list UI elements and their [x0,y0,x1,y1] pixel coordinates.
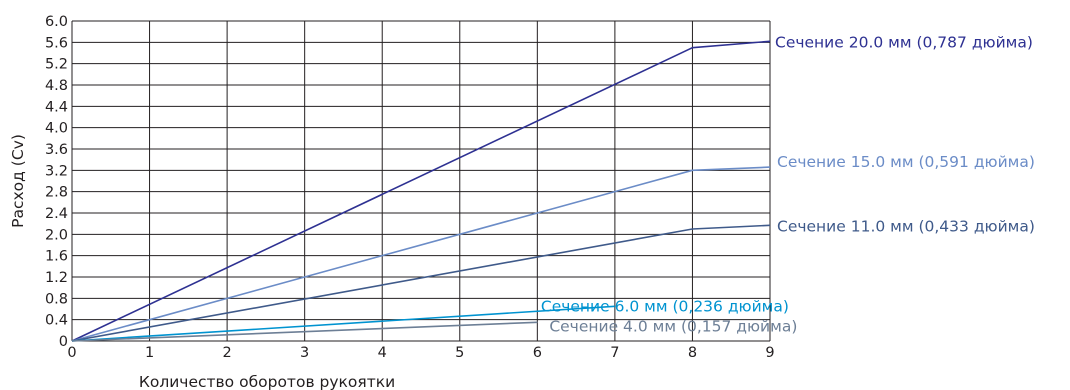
y-tick-label: 1.2 [45,270,68,286]
y-tick-label: 0 [59,334,68,350]
series-labels: Сечение 20.0 мм (0,787 дюйма) Сечение 15.… [541,33,1035,335]
series-label: Сечение 4.0 мм (0,157 дюйма) [549,317,797,335]
x-tick-label: 4 [378,345,387,361]
y-tick-label: 5.6 [45,35,68,51]
x-tick-label: 8 [688,345,697,361]
x-tick-label: 5 [455,345,464,361]
y-tick-label: 3.2 [45,163,68,179]
x-axis-title: Количество оборотов рукоятки [139,373,395,390]
series-label: Сечение 20.0 мм (0,787 дюйма) [775,33,1033,51]
y-tick-label: 2.4 [45,206,68,222]
x-tick-label: 0 [67,345,76,361]
series-lines [71,40,771,342]
y-tick-label: 5.2 [45,57,68,73]
y-tick-label: 2.8 [45,185,68,201]
y-tick-label: 6.0 [45,14,68,30]
x-tick-label: 7 [610,345,619,361]
y-tick-label: 4.4 [45,99,68,115]
y-tick-label: 4.0 [45,121,68,137]
series-line [71,224,771,342]
x-tick-label: 6 [533,345,542,361]
series-line [71,321,538,342]
series-line [71,305,615,342]
y-tick-label: 2.0 [45,227,68,243]
y-tick-label: 3.6 [45,142,68,158]
series-label: Сечение 15.0 мм (0,591 дюйма) [777,153,1035,171]
series-line [71,40,771,342]
y-tick-label: 1.6 [45,249,68,265]
grid [71,20,771,342]
y-tick-label: 4.8 [45,78,68,94]
tick-labels: 0 1 2 3 4 5 6 7 8 9 0 0.4 0.8 1.2 1.6 2.0 2.4 2.8 3.2 3.6 4.… [45,14,775,361]
series-label: Сечение 6.0 мм (0,236 дюйма) [541,297,789,315]
x-tick-label: 3 [300,345,309,361]
y-tick-label: 0.4 [45,313,68,329]
series-label: Сечение 11.0 мм (0,433 дюйма) [777,217,1035,235]
x-tick-label: 1 [145,345,154,361]
x-tick-label: 9 [765,345,774,361]
y-tick-label: 0.8 [45,291,68,307]
x-tick-label: 2 [222,345,231,361]
y-axis-title: Расход (Cv) [9,134,27,228]
series-line [71,166,771,342]
